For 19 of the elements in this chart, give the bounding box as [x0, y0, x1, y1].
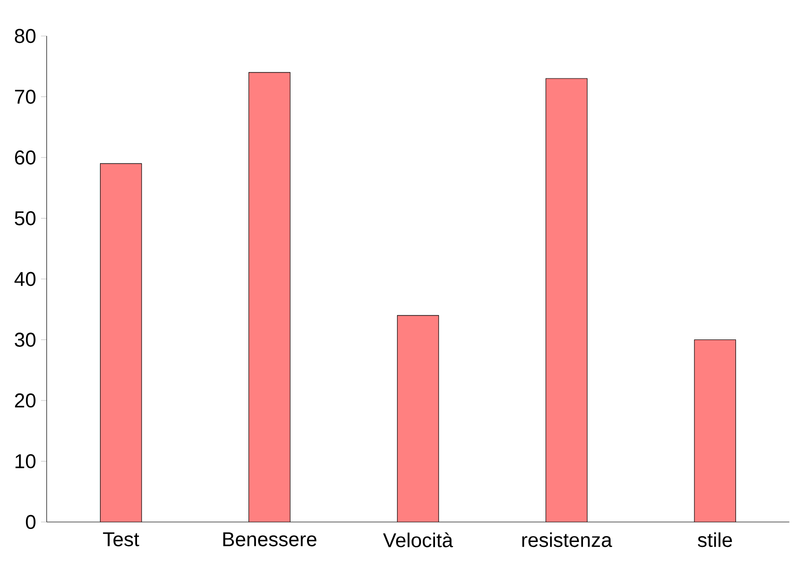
y-tick-label: 30	[14, 332, 36, 347]
bar	[546, 78, 588, 522]
y-tick-label: 50	[14, 211, 36, 226]
bar	[397, 315, 439, 522]
y-tick-label: 80	[14, 28, 36, 44]
bar	[100, 164, 142, 522]
x-tick-label: Velocità	[383, 532, 454, 548]
bar	[248, 72, 290, 522]
y-tick-label: 70	[15, 90, 36, 104]
y-tick-label: 60	[15, 150, 36, 165]
y-tick-label: 10	[16, 454, 36, 468]
x-tick-label: resistenza	[522, 532, 612, 548]
y-tick-label: 20	[15, 393, 36, 408]
x-tick-label: stile	[698, 532, 732, 548]
x-tick-label: Benessere	[223, 532, 316, 546]
y-tick-label: 40	[14, 272, 36, 286]
bar	[694, 339, 736, 522]
x-tick-label: Test	[103, 532, 140, 546]
y-tick-label: 0	[26, 514, 36, 530]
